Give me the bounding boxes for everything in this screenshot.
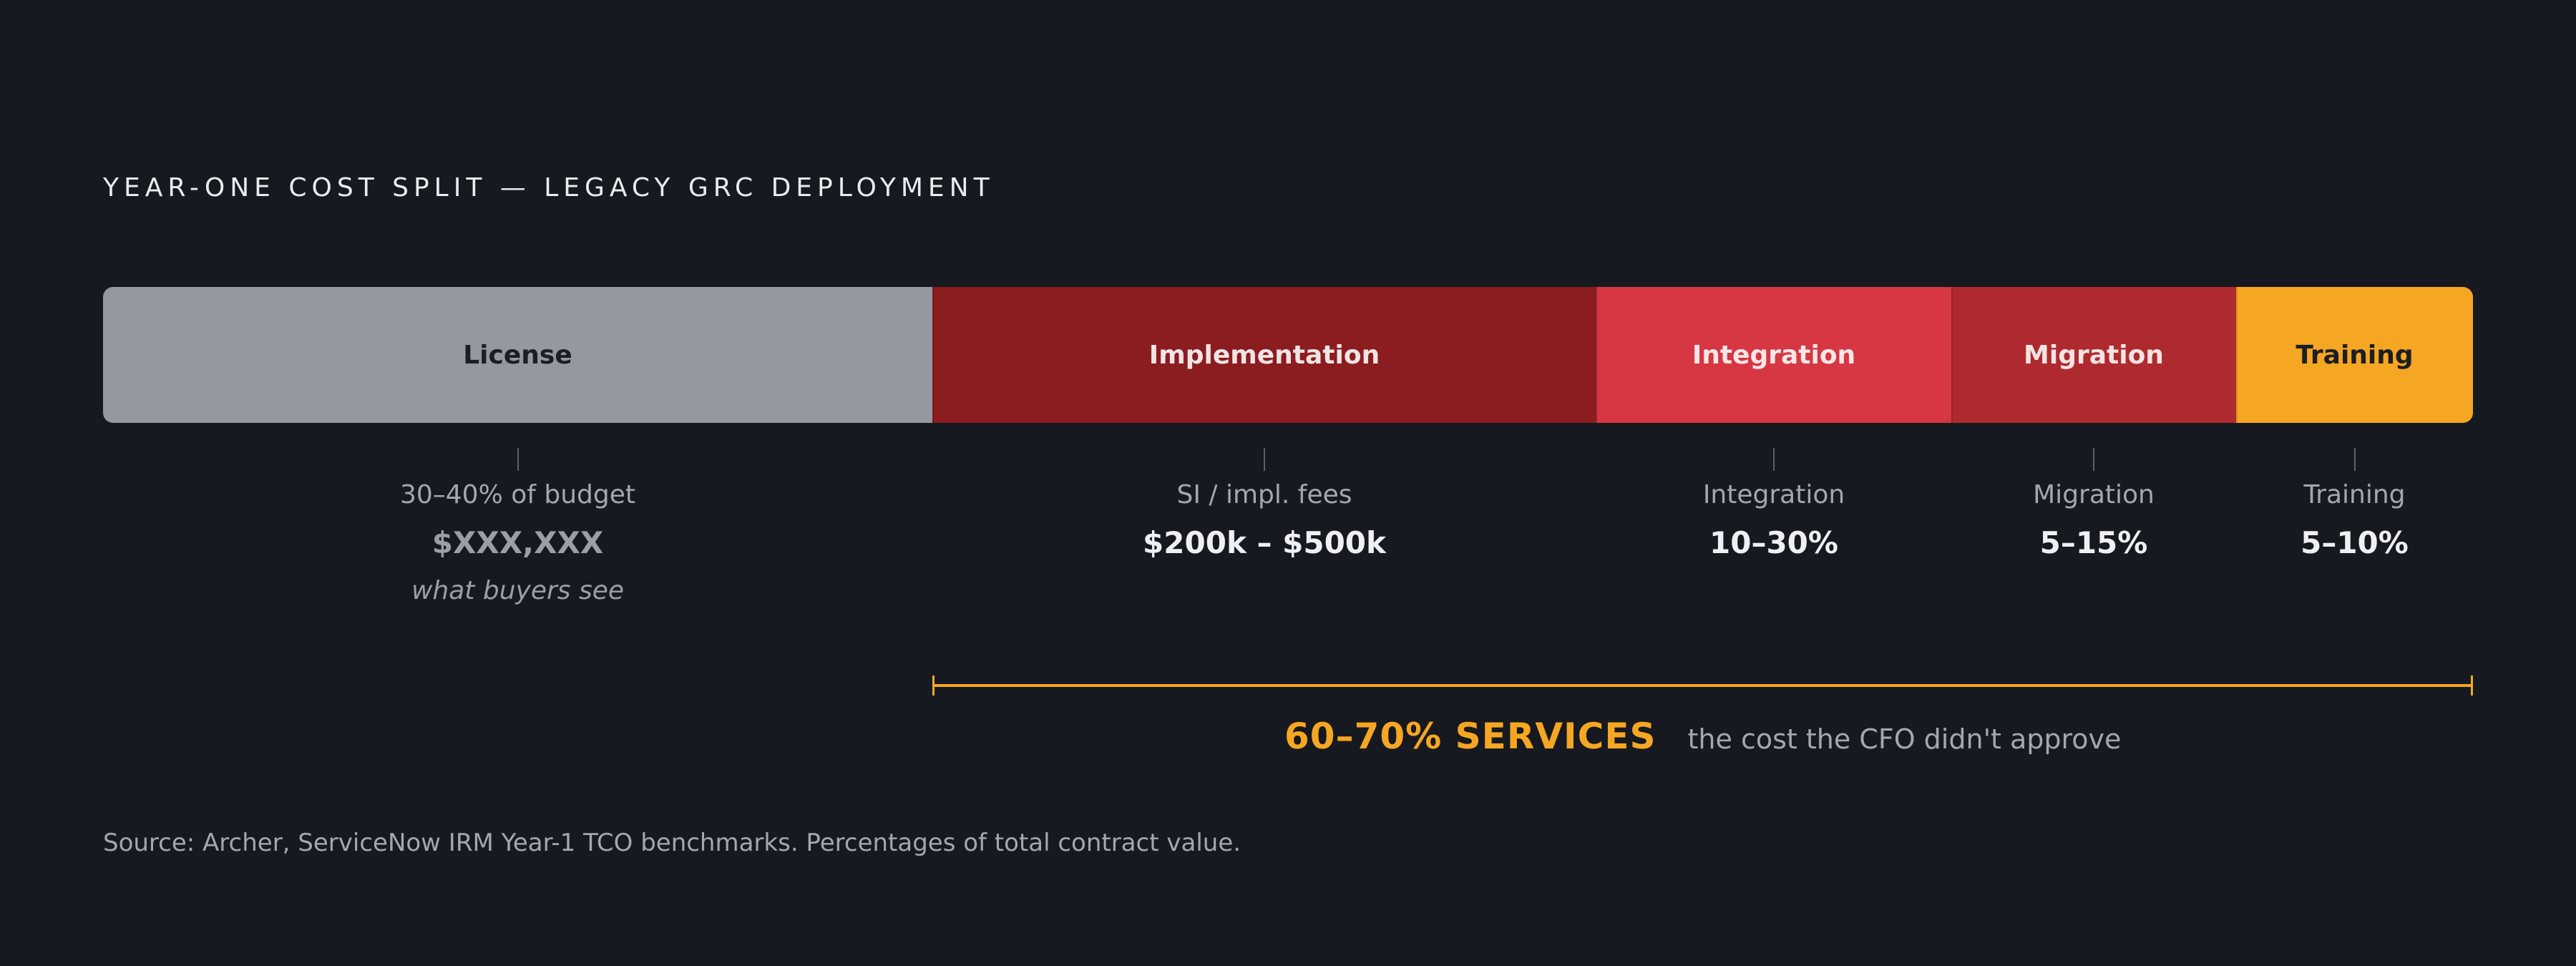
services-bracket-left-cap [932,675,935,696]
segment-caption: Training [2303,480,2406,509]
segment-value: $200k – $500k [1143,525,1386,560]
stacked-cost-bar: License Implementation Integration Migratio… [103,287,2473,423]
segment-caption: SI / impl. fees [1176,480,1352,509]
bar-segment-label: Migration [2024,340,2164,370]
segment-detail-migration: Migration 5–15% [1879,448,2308,559]
segment-note: what buyers see [411,576,625,605]
bar-segment-integration: Integration [1596,287,1951,423]
segment-caption: Integration [1702,480,1845,509]
segment-detail-implementation: SI / impl. fees $200k – $500k [1050,448,1479,559]
segment-value: 10–30% [1709,525,1838,560]
segment-value: $XXX,XXX [431,525,604,560]
bar-segment-training: Training [2236,287,2473,423]
bar-segment-label: Implementation [1148,340,1380,370]
chart-title: YEAR-ONE COST SPLIT — LEGACY GRC DEPLOYM… [103,173,995,203]
services-callout-label: 60–70% SERVICES [1284,716,1657,757]
segment-detail-integration: Integration 10–30% [1559,448,1989,559]
services-bracket-line [932,684,2473,687]
segment-tick [1264,448,1265,471]
segment-caption: 30–40% of budget [399,480,636,509]
bar-segment-label: Training [2296,340,2414,370]
segment-detail-license: 30–40% of budget $XXX,XXX what buyers see [303,448,733,605]
bar-segment-implementation: Implementation [932,287,1596,423]
services-callout: 60–70% SERVICES the cost the CFO didn't … [1284,716,2121,757]
services-callout-sublabel: the cost the CFO didn't approve [1687,723,2122,755]
segment-tick [2093,448,2094,471]
segment-caption: Migration [2033,480,2155,509]
bar-segment-license: License [103,287,932,423]
bar-segment-label: License [463,340,572,370]
segment-tick [1773,448,1775,471]
segment-value: 5–15% [2039,525,2148,560]
source-note: Source: Archer, ServiceNow IRM Year-1 TC… [103,829,1241,857]
segment-value: 5–10% [2301,525,2409,560]
services-bracket [932,675,2473,696]
segment-tick [517,448,519,471]
segment-detail-training: Training 5–10% [2140,448,2570,559]
bar-segment-migration: Migration [1951,287,2236,423]
services-bracket-right-cap [2471,675,2473,696]
segment-tick [2353,448,2356,471]
bar-segment-label: Integration [1692,340,1856,370]
